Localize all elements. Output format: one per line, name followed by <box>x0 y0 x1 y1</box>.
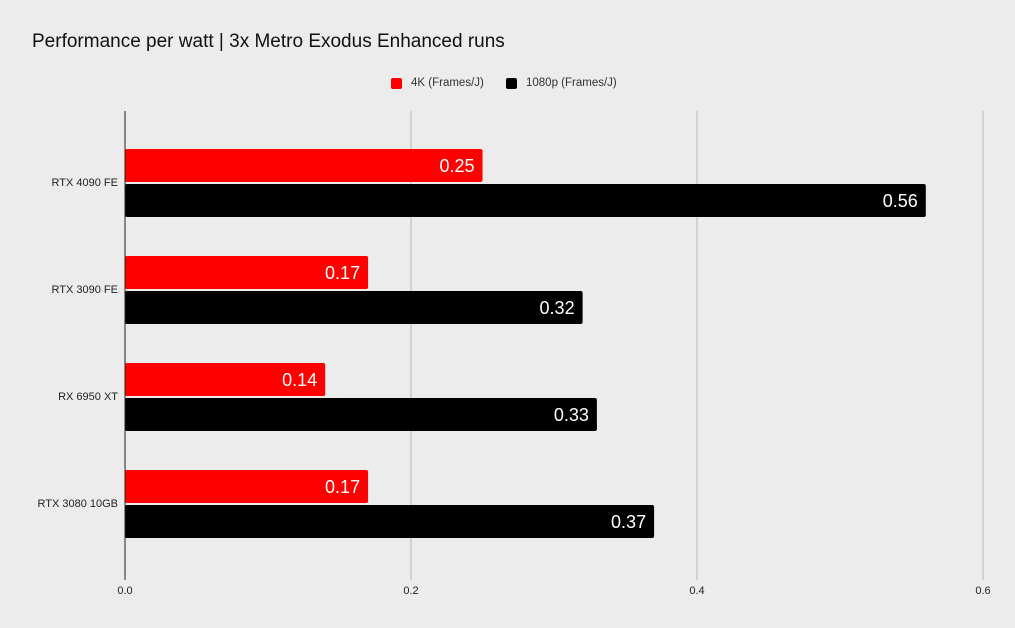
x-tick-label: 0.4 <box>689 585 704 597</box>
legend: 4K (Frames/J) 1080p (Frames/J) <box>0 74 1015 92</box>
x-tick-label: 0.0 <box>117 585 132 597</box>
data-label: 0.17 <box>325 477 360 497</box>
bar <box>125 291 583 324</box>
chart-title: Performance per watt | 3x Metro Exodus E… <box>32 31 505 52</box>
legend-label-4k: 4K (Frames/J) <box>411 77 484 89</box>
x-tick-label: 0.2 <box>403 585 418 597</box>
data-label: 0.25 <box>439 156 474 176</box>
legend-label-1080p: 1080p (Frames/J) <box>526 77 617 89</box>
data-label: 0.37 <box>611 512 646 532</box>
bar <box>125 505 655 538</box>
category-label: RTX 3080 10GB <box>37 498 118 510</box>
category-label: RTX 4090 FE <box>52 177 118 189</box>
legend-item-1080p: 1080p (Frames/J) <box>506 74 617 92</box>
x-tick-label: 0.6 <box>975 585 990 597</box>
bar <box>125 256 369 289</box>
data-label: 0.33 <box>554 405 589 425</box>
legend-swatch-1080p <box>506 77 517 89</box>
data-label: 0.32 <box>540 298 575 318</box>
bar <box>125 363 326 396</box>
category-label: RTX 3090 FE <box>52 284 118 296</box>
bar <box>125 184 926 217</box>
bar <box>125 149 483 182</box>
bar <box>125 398 597 431</box>
bar <box>125 470 369 503</box>
legend-swatch-4k <box>391 77 402 89</box>
category-label: RX 6950 XT <box>58 391 118 403</box>
data-label: 0.56 <box>883 191 918 211</box>
legend-item-4k: 4K (Frames/J) <box>391 74 484 92</box>
data-label: 0.14 <box>282 370 317 390</box>
data-label: 0.17 <box>325 263 360 283</box>
